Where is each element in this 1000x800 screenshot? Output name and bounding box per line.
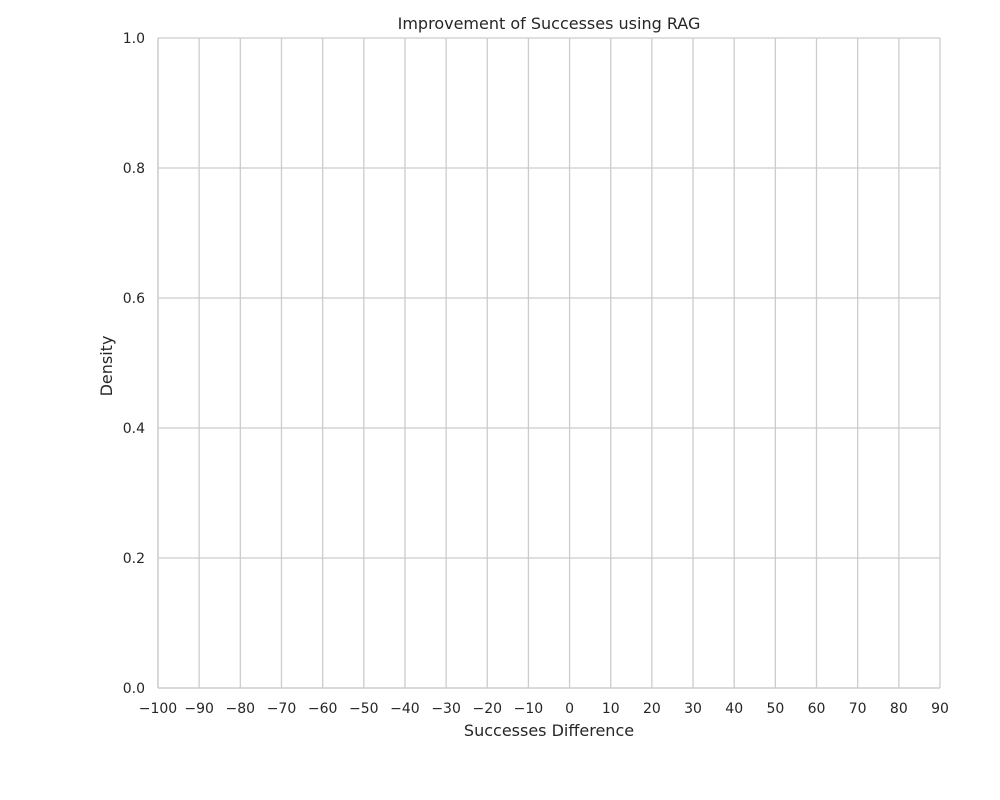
x-tick-label: −10 bbox=[514, 701, 544, 717]
x-tick-label: −40 bbox=[390, 701, 420, 717]
x-tick-label: 0 bbox=[565, 701, 574, 717]
x-tick-label: 90 bbox=[931, 701, 949, 717]
x-tick-label: 60 bbox=[808, 701, 826, 717]
x-tick-label: −30 bbox=[431, 701, 461, 717]
y-tick-label: 1.0 bbox=[123, 31, 145, 47]
x-tick-label: 40 bbox=[725, 701, 743, 717]
x-tick-labels: −100 −90 −80 −70 −60 −50 −40 −30 −20 −10 0 10 20 30 40… bbox=[139, 701, 949, 717]
x-tick-label: −50 bbox=[349, 701, 379, 717]
x-tick-label: 80 bbox=[890, 701, 908, 717]
x-tick-label: −70 bbox=[267, 701, 297, 717]
chart-title: Improvement of Successes using RAG bbox=[398, 14, 701, 33]
axes-spines bbox=[157, 38, 940, 689]
y-axis-label: Density bbox=[97, 336, 116, 397]
x-tick-label: 10 bbox=[602, 701, 620, 717]
y-tick-label: 0.0 bbox=[123, 681, 145, 697]
x-tick-label: −60 bbox=[308, 701, 338, 717]
x-tick-label: −20 bbox=[472, 701, 502, 717]
x-tick-label: −80 bbox=[226, 701, 256, 717]
y-tick-label: 0.6 bbox=[123, 291, 145, 307]
x-axis-label: Successes Difference bbox=[464, 721, 634, 740]
grid-lines bbox=[157, 37, 941, 689]
x-tick-label: −90 bbox=[184, 701, 214, 717]
y-tick-labels: 0.0 0.2 0.4 0.6 0.8 1.0 bbox=[123, 31, 145, 697]
x-tick-label: 70 bbox=[849, 701, 867, 717]
x-tick-label: −100 bbox=[139, 701, 177, 717]
y-tick-label: 0.8 bbox=[123, 161, 145, 177]
y-tick-label: 0.2 bbox=[123, 551, 145, 567]
y-tick-label: 0.4 bbox=[123, 421, 145, 437]
x-tick-label: 20 bbox=[643, 701, 661, 717]
x-tick-label: 30 bbox=[684, 701, 702, 717]
x-tick-label: 50 bbox=[766, 701, 784, 717]
